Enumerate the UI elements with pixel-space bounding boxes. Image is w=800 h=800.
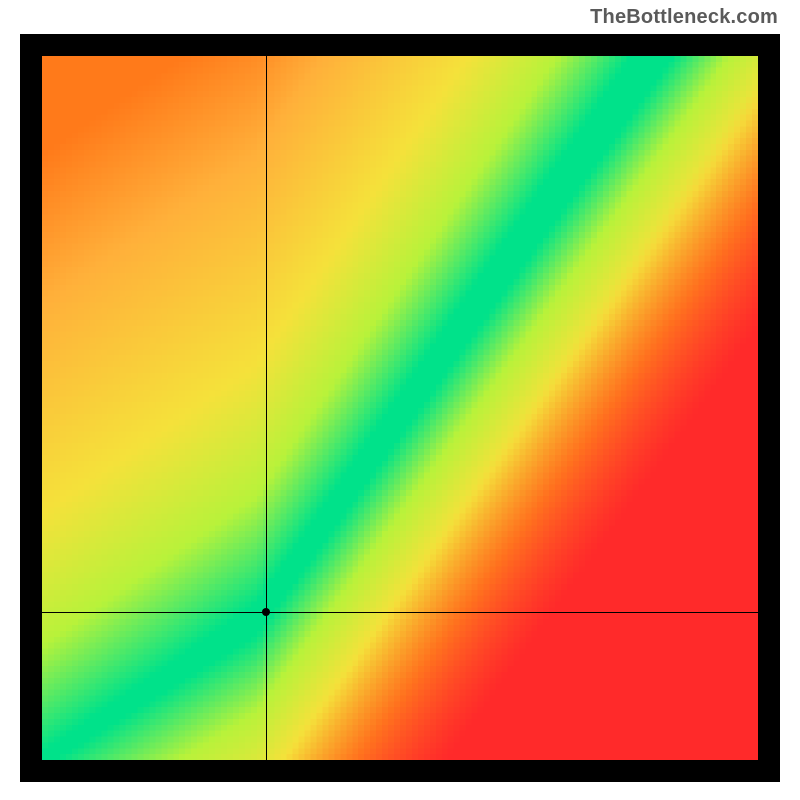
crosshair-vertical [266,56,267,760]
chart-container: TheBottleneck.com [0,0,800,800]
attribution-text: TheBottleneck.com [590,6,778,29]
crosshair-horizontal [42,612,758,613]
data-point-marker [262,608,270,616]
heatmap-canvas [42,56,758,760]
chart-frame [20,34,780,782]
